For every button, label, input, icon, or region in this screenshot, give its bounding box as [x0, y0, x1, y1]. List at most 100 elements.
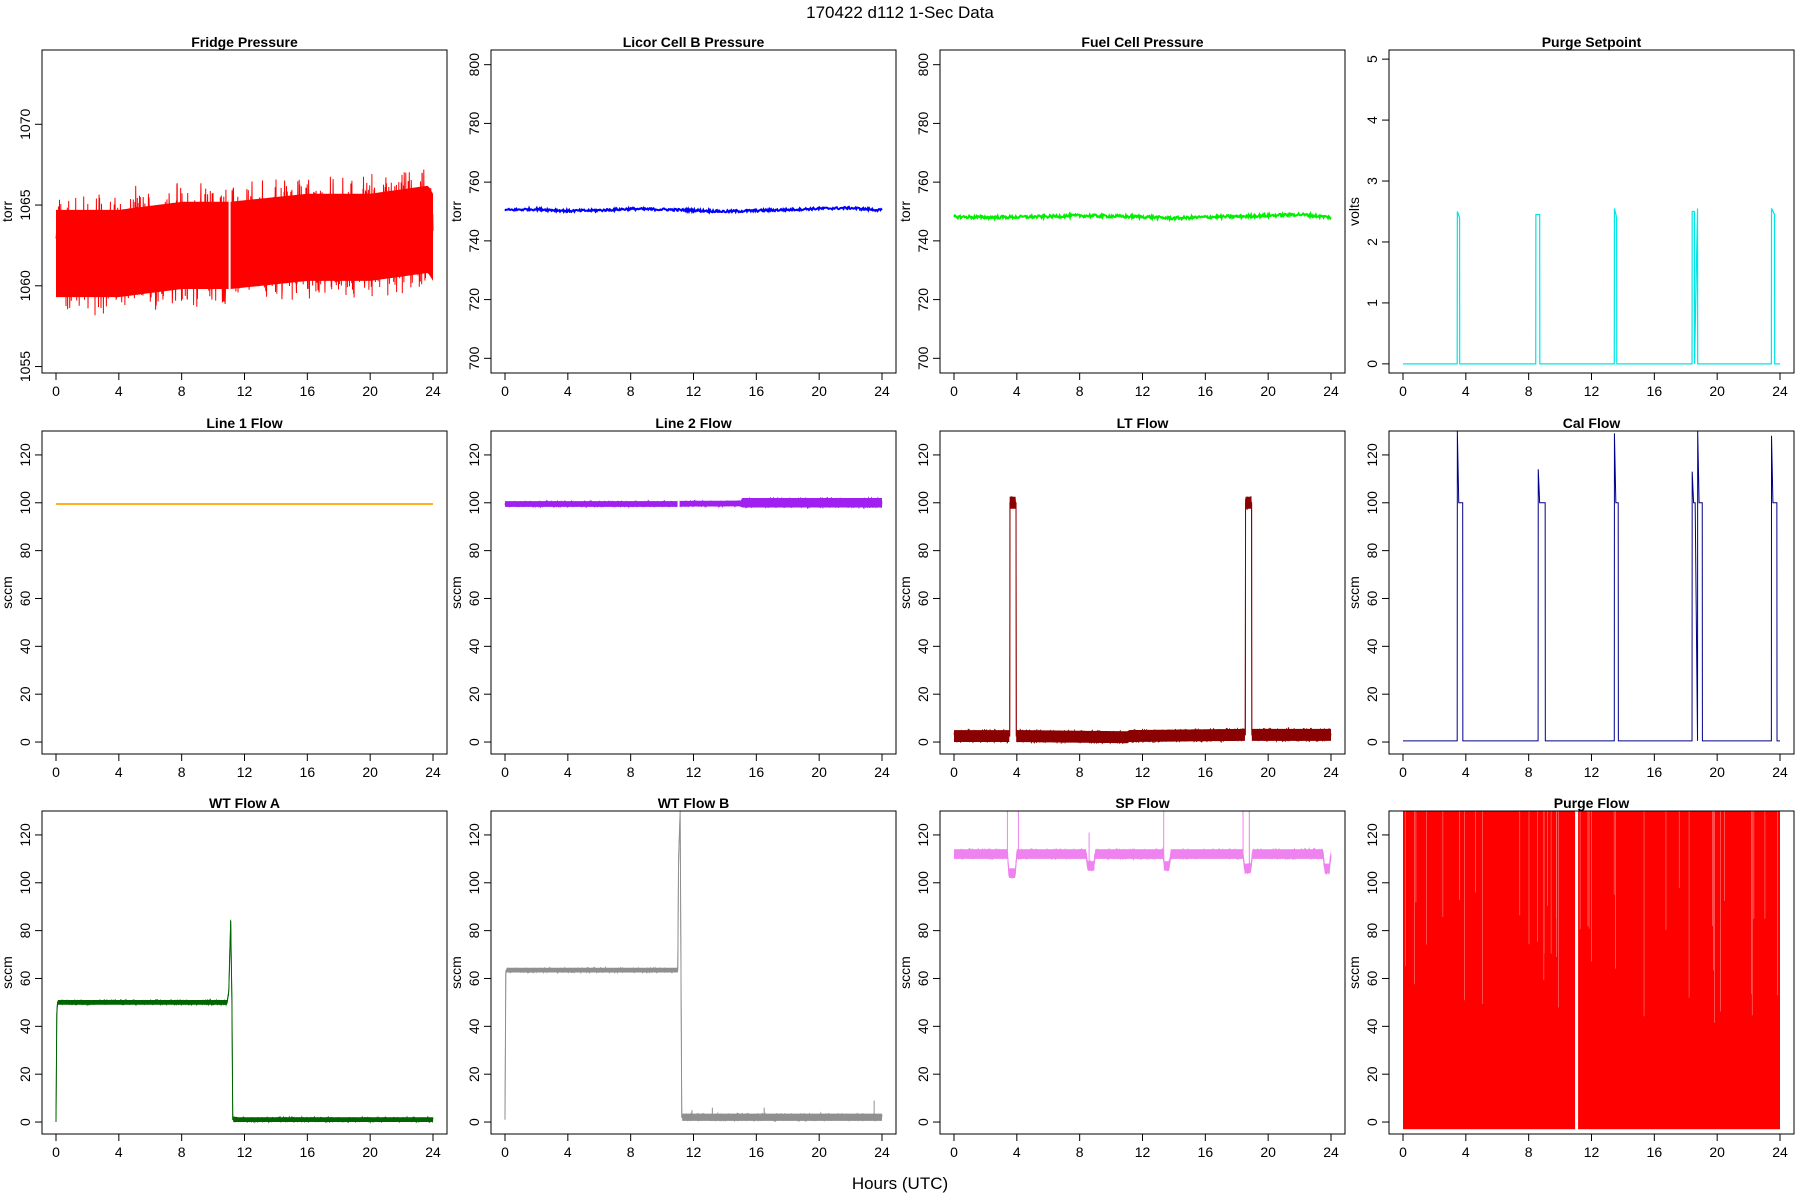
y-tick-label: 80 — [1364, 543, 1380, 559]
x-tick-label: 4 — [564, 383, 572, 399]
x-tick-label: 12 — [686, 1144, 702, 1160]
plot-area — [1403, 431, 1780, 742]
panel-purge-flow: Purge Flow 0 4 8 12 16 20 24 0 20 40 60 80 100 120 sccm — [1346, 795, 1795, 1160]
y-tick-label: 80 — [17, 923, 33, 939]
x-tick-label: 4 — [1462, 383, 1470, 399]
series-line — [504, 205, 883, 215]
x-tick-label: 16 — [1647, 764, 1663, 780]
y-tick-label: 120 — [1364, 443, 1380, 467]
y-tick-label: 1060 — [17, 270, 33, 301]
y-tick-label: 40 — [915, 638, 931, 654]
x-tick-label: 20 — [362, 764, 378, 780]
series-noise — [953, 496, 1332, 745]
y-axis-label: sccm — [0, 956, 15, 989]
y-axis-label: sccm — [897, 576, 913, 609]
y-axis-label: torr — [897, 201, 913, 222]
y-axis-label: torr — [0, 201, 15, 222]
y-tick-label: 720 — [466, 288, 482, 312]
x-tick-label: 16 — [1647, 383, 1663, 399]
x-tick-label: 16 — [300, 1144, 316, 1160]
panel-title: Fuel Cell Pressure — [1081, 34, 1203, 50]
x-tick-label: 20 — [362, 383, 378, 399]
y-tick-label: 60 — [1364, 590, 1380, 606]
y-tick-label: 760 — [915, 170, 931, 194]
x-tick-label: 12 — [237, 383, 253, 399]
x-tick-label: 16 — [749, 383, 765, 399]
y-tick-label: 3 — [1364, 177, 1380, 185]
series-line — [953, 211, 1332, 223]
panel-title: Line 2 Flow — [655, 415, 731, 431]
y-tick-label: 120 — [915, 443, 931, 467]
panel-title: Fridge Pressure — [191, 34, 298, 50]
x-tick-label: 4 — [1462, 764, 1470, 780]
y-tick-label: 60 — [1364, 970, 1380, 986]
y-tick-label: 100 — [17, 491, 33, 515]
y-tick-label: 120 — [17, 823, 33, 847]
y-tick-label: 40 — [1364, 1018, 1380, 1034]
y-axis-label: torr — [448, 201, 464, 222]
y-axis-label: sccm — [897, 956, 913, 989]
series-line — [1403, 431, 1780, 742]
x-tick-label: 16 — [300, 764, 316, 780]
plot-area — [504, 431, 883, 754]
y-tick-label: 60 — [17, 970, 33, 986]
x-tick-label: 8 — [178, 1144, 186, 1160]
panel-title: Line 1 Flow — [206, 415, 282, 431]
x-tick-label: 20 — [811, 1144, 827, 1160]
x-tick-label: 20 — [811, 383, 827, 399]
x-tick-label: 8 — [627, 764, 635, 780]
y-tick-label: 20 — [915, 686, 931, 702]
x-tick-label: 0 — [501, 764, 509, 780]
y-tick-label: 20 — [915, 1066, 931, 1082]
x-tick-label: 8 — [627, 383, 635, 399]
y-tick-label: 120 — [915, 823, 931, 847]
y-tick-label: 20 — [17, 1066, 33, 1082]
y-tick-label: 40 — [17, 1018, 33, 1034]
y-tick-label: 40 — [466, 638, 482, 654]
x-tick-label: 16 — [749, 1144, 765, 1160]
panel-title: Cal Flow — [1563, 415, 1621, 431]
y-tick-label: 0 — [915, 738, 931, 746]
y-tick-label: 740 — [466, 229, 482, 253]
y-tick-label: 1070 — [17, 109, 33, 140]
y-tick-label: 120 — [17, 443, 33, 467]
y-tick-label: 0 — [17, 1118, 33, 1126]
x-tick-label: 0 — [1399, 1144, 1407, 1160]
y-tick-label: 0 — [466, 1118, 482, 1126]
y-tick-label: 780 — [466, 112, 482, 136]
plot-area — [55, 918, 434, 1124]
y-tick-label: 720 — [915, 288, 931, 312]
plot-area — [1403, 208, 1780, 365]
y-tick-label: 0 — [466, 738, 482, 746]
y-tick-label: 100 — [915, 871, 931, 895]
x-tick-label: 0 — [1399, 764, 1407, 780]
panel-lt-flow: LT Flow 0 4 8 12 16 20 24 0 20 40 60 80 100 120 sccm — [897, 415, 1346, 780]
panel-title: Licor Cell B Pressure — [623, 34, 765, 50]
x-tick-label: 16 — [1198, 764, 1214, 780]
x-tick-label: 24 — [1772, 383, 1788, 399]
x-tick-label: 12 — [237, 764, 253, 780]
panel-title: WT Flow A — [209, 795, 280, 811]
y-tick-label: 20 — [466, 686, 482, 702]
y-tick-label: 40 — [1364, 638, 1380, 654]
y-tick-label: 100 — [466, 871, 482, 895]
series-line — [1403, 208, 1780, 365]
x-tick-label: 8 — [627, 1144, 635, 1160]
y-tick-label: 1065 — [17, 189, 33, 220]
x-tick-label: 12 — [237, 1144, 253, 1160]
panel-cal-flow: Cal Flow 0 4 8 12 16 20 24 0 20 40 60 80 100 120 sccm — [1346, 415, 1795, 780]
y-tick-label: 800 — [466, 53, 482, 77]
panel-fuel-cell-pressure: Fuel Cell Pressure 0 4 8 12 16 20 24 700 720 740 76… — [897, 34, 1346, 399]
y-tick-label: 60 — [466, 590, 482, 606]
x-tick-label: 20 — [1709, 764, 1725, 780]
x-tick-label: 4 — [1013, 383, 1021, 399]
x-tick-label: 0 — [501, 1144, 509, 1160]
y-tick-label: 120 — [466, 443, 482, 467]
y-tick-label: 80 — [1364, 923, 1380, 939]
x-tick-label: 20 — [1709, 1144, 1725, 1160]
x-tick-label: 8 — [1525, 383, 1533, 399]
x-tick-label: 8 — [1076, 383, 1084, 399]
x-tick-label: 20 — [362, 1144, 378, 1160]
y-axis-label: sccm — [448, 956, 464, 989]
panel-wt-flow-a: WT Flow A 0 4 8 12 16 20 24 0 20 40 60 80 100 120 sccm — [0, 795, 448, 1160]
